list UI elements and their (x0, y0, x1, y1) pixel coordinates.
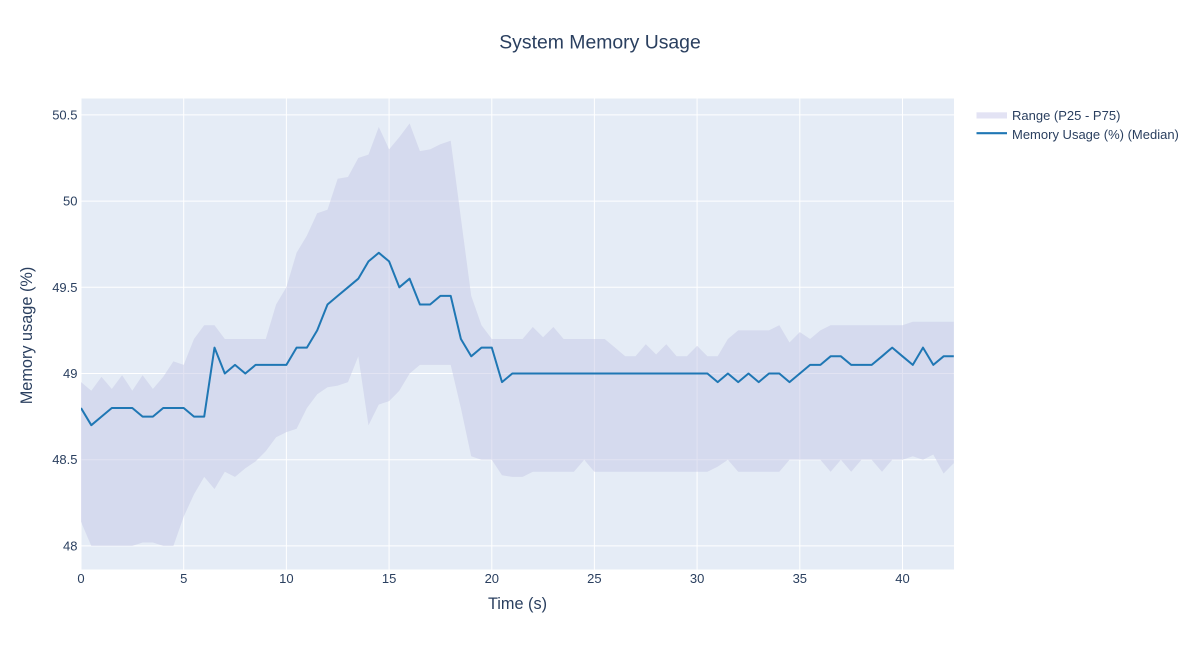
svg-text:50.5: 50.5 (52, 107, 77, 122)
svg-text:40: 40 (895, 571, 909, 586)
svg-text:Memory Usage (%) (Median): Memory Usage (%) (Median) (1012, 127, 1179, 142)
svg-text:0: 0 (77, 571, 84, 586)
svg-text:Memory usage (%): Memory usage (%) (18, 267, 36, 405)
svg-text:49: 49 (63, 366, 77, 381)
svg-text:20: 20 (485, 571, 499, 586)
svg-text:System Memory Usage: System Memory Usage (499, 31, 701, 53)
svg-text:30: 30 (690, 571, 704, 586)
svg-text:48.5: 48.5 (52, 452, 77, 467)
svg-text:10: 10 (279, 571, 293, 586)
svg-text:25: 25 (587, 571, 601, 586)
svg-text:15: 15 (382, 571, 396, 586)
svg-text:49.5: 49.5 (52, 280, 77, 295)
svg-text:50: 50 (63, 194, 77, 209)
svg-text:Range (P25 - P75): Range (P25 - P75) (1012, 108, 1120, 123)
svg-text:48: 48 (63, 538, 77, 553)
svg-text:5: 5 (180, 571, 187, 586)
svg-text:35: 35 (793, 571, 807, 586)
svg-text:Time (s): Time (s) (488, 595, 547, 613)
